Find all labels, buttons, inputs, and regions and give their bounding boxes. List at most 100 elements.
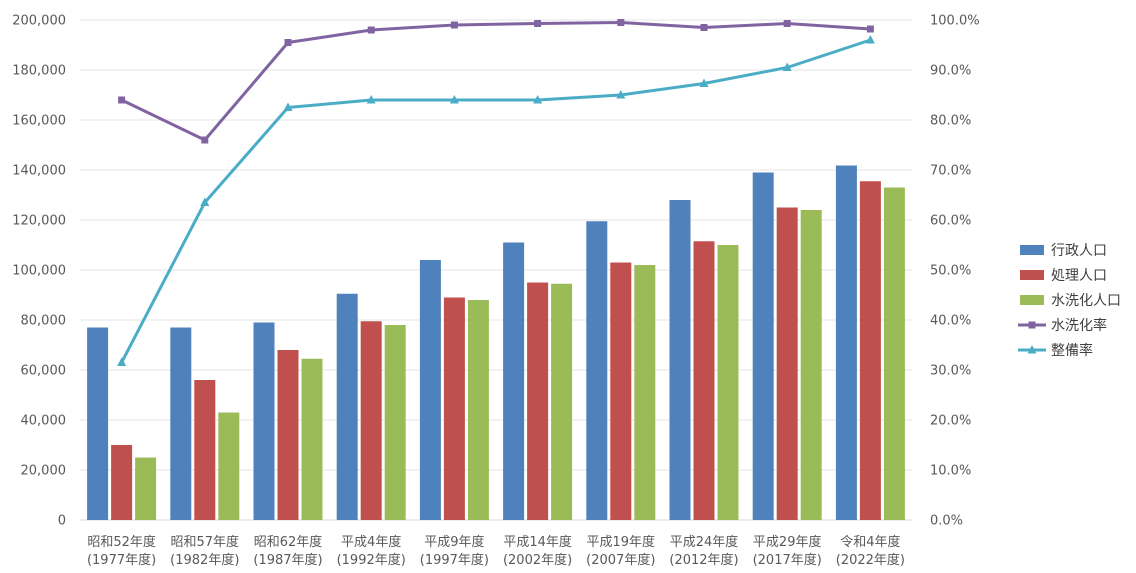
bar xyxy=(360,321,382,520)
bar xyxy=(883,187,905,520)
category-sublabel: (1997年度) xyxy=(420,552,489,568)
right-tick-label: 0.0% xyxy=(930,514,963,529)
left-axis-ticks: 0 20,000 40,000 60,000 80,000 100,000 120,000 1… xyxy=(12,14,66,529)
left-tick-label: 120,000 xyxy=(12,214,66,229)
legend-swatch xyxy=(1020,270,1044,280)
bar xyxy=(170,327,192,520)
bar xyxy=(752,172,774,520)
left-tick-label: 60,000 xyxy=(21,364,67,379)
left-tick-label: 140,000 xyxy=(12,164,66,179)
bar xyxy=(384,325,406,520)
line-marker xyxy=(783,20,791,27)
bar xyxy=(301,358,323,520)
legend-marker xyxy=(1027,345,1037,354)
bar xyxy=(194,380,216,520)
line-marker xyxy=(865,35,875,44)
line-marker xyxy=(782,62,792,71)
line-marker xyxy=(117,357,127,366)
right-tick-label: 100.0% xyxy=(930,14,980,29)
bar xyxy=(586,221,608,520)
left-tick-label: 20,000 xyxy=(21,464,67,479)
category-sublabel: (2022年度) xyxy=(836,552,905,568)
line-marker xyxy=(616,90,626,99)
line-marker xyxy=(617,19,625,26)
legend-swatch xyxy=(1020,245,1044,255)
line-marker xyxy=(866,25,874,33)
bar xyxy=(419,260,441,520)
category-label: 令和4年度 xyxy=(840,534,900,550)
bar xyxy=(717,245,739,520)
category-sublabel: (1982年度) xyxy=(170,552,239,568)
category-label: 昭和57年度 xyxy=(171,534,240,550)
left-tick-label: 160,000 xyxy=(12,114,66,129)
category-label: 平成24年度 xyxy=(670,534,739,550)
right-tick-label: 50.0% xyxy=(930,264,971,279)
legend-label: 水洗化率 xyxy=(1051,317,1107,334)
line-series xyxy=(120,38,871,364)
bar xyxy=(859,181,881,520)
bar xyxy=(336,293,358,520)
line-marker xyxy=(449,95,459,104)
bar xyxy=(443,297,465,520)
line-marker xyxy=(366,95,376,104)
category-label: 平成4年度 xyxy=(341,534,401,550)
left-tick-label: 0 xyxy=(58,514,66,529)
bar xyxy=(551,283,573,520)
bar xyxy=(669,200,691,520)
left-tick-label: 80,000 xyxy=(21,314,67,329)
bar xyxy=(503,242,525,520)
right-tick-label: 80.0% xyxy=(930,114,971,129)
bar xyxy=(218,412,240,520)
lines xyxy=(117,19,875,366)
category-label: 平成19年度 xyxy=(587,534,656,550)
legend-marker xyxy=(1028,321,1036,329)
legend-label: 整備率 xyxy=(1051,342,1093,359)
category-sublabel: (2007年度) xyxy=(586,552,655,568)
category-sublabel: (2012年度) xyxy=(669,552,738,568)
line-marker xyxy=(284,39,292,46)
legend-label: 処理人口 xyxy=(1051,268,1107,284)
line-marker xyxy=(118,96,126,104)
right-tick-label: 10.0% xyxy=(930,464,971,479)
legend-label: 行政人口 xyxy=(1051,243,1107,259)
category-sublabel: (1992年度) xyxy=(337,552,406,568)
bar xyxy=(467,300,489,520)
bar xyxy=(87,327,109,520)
category-label: 昭和62年度 xyxy=(254,534,323,550)
bar xyxy=(527,282,549,520)
line-marker xyxy=(450,21,458,29)
line-marker xyxy=(201,136,209,144)
bar xyxy=(776,207,798,520)
bar xyxy=(277,350,299,520)
right-tick-label: 70.0% xyxy=(930,164,971,179)
category-sublabel: (1977年度) xyxy=(87,552,156,568)
x-axis-labels: 昭和52年度 (1977年度) 昭和57年度 (1982年度) 昭和62年度 (1987年… xyxy=(87,534,905,568)
right-tick-label: 60.0% xyxy=(930,214,971,229)
line-marker xyxy=(699,78,709,87)
category-sublabel: (2002年度) xyxy=(503,552,572,568)
bar xyxy=(135,457,157,520)
bar xyxy=(253,322,275,520)
category-label: 昭和52年度 xyxy=(87,534,156,550)
category-sublabel: (2017年度) xyxy=(753,552,822,568)
category-label: 平成29年度 xyxy=(753,534,822,550)
right-tick-label: 90.0% xyxy=(930,64,971,79)
category-label: 平成14年度 xyxy=(503,534,572,550)
category-label: 平成9年度 xyxy=(424,534,484,550)
bar xyxy=(693,241,715,520)
line-marker xyxy=(533,95,543,104)
bar xyxy=(800,210,822,520)
left-tick-label: 200,000 xyxy=(12,14,66,29)
line-marker xyxy=(700,24,708,31)
line-marker xyxy=(534,20,542,27)
right-tick-label: 20.0% xyxy=(930,414,971,429)
left-tick-label: 40,000 xyxy=(21,414,67,429)
right-tick-label: 40.0% xyxy=(930,314,971,329)
bar xyxy=(111,445,133,520)
left-tick-label: 100,000 xyxy=(12,264,66,279)
right-tick-label: 30.0% xyxy=(930,364,971,379)
line-marker xyxy=(367,26,375,34)
bars xyxy=(87,165,905,520)
